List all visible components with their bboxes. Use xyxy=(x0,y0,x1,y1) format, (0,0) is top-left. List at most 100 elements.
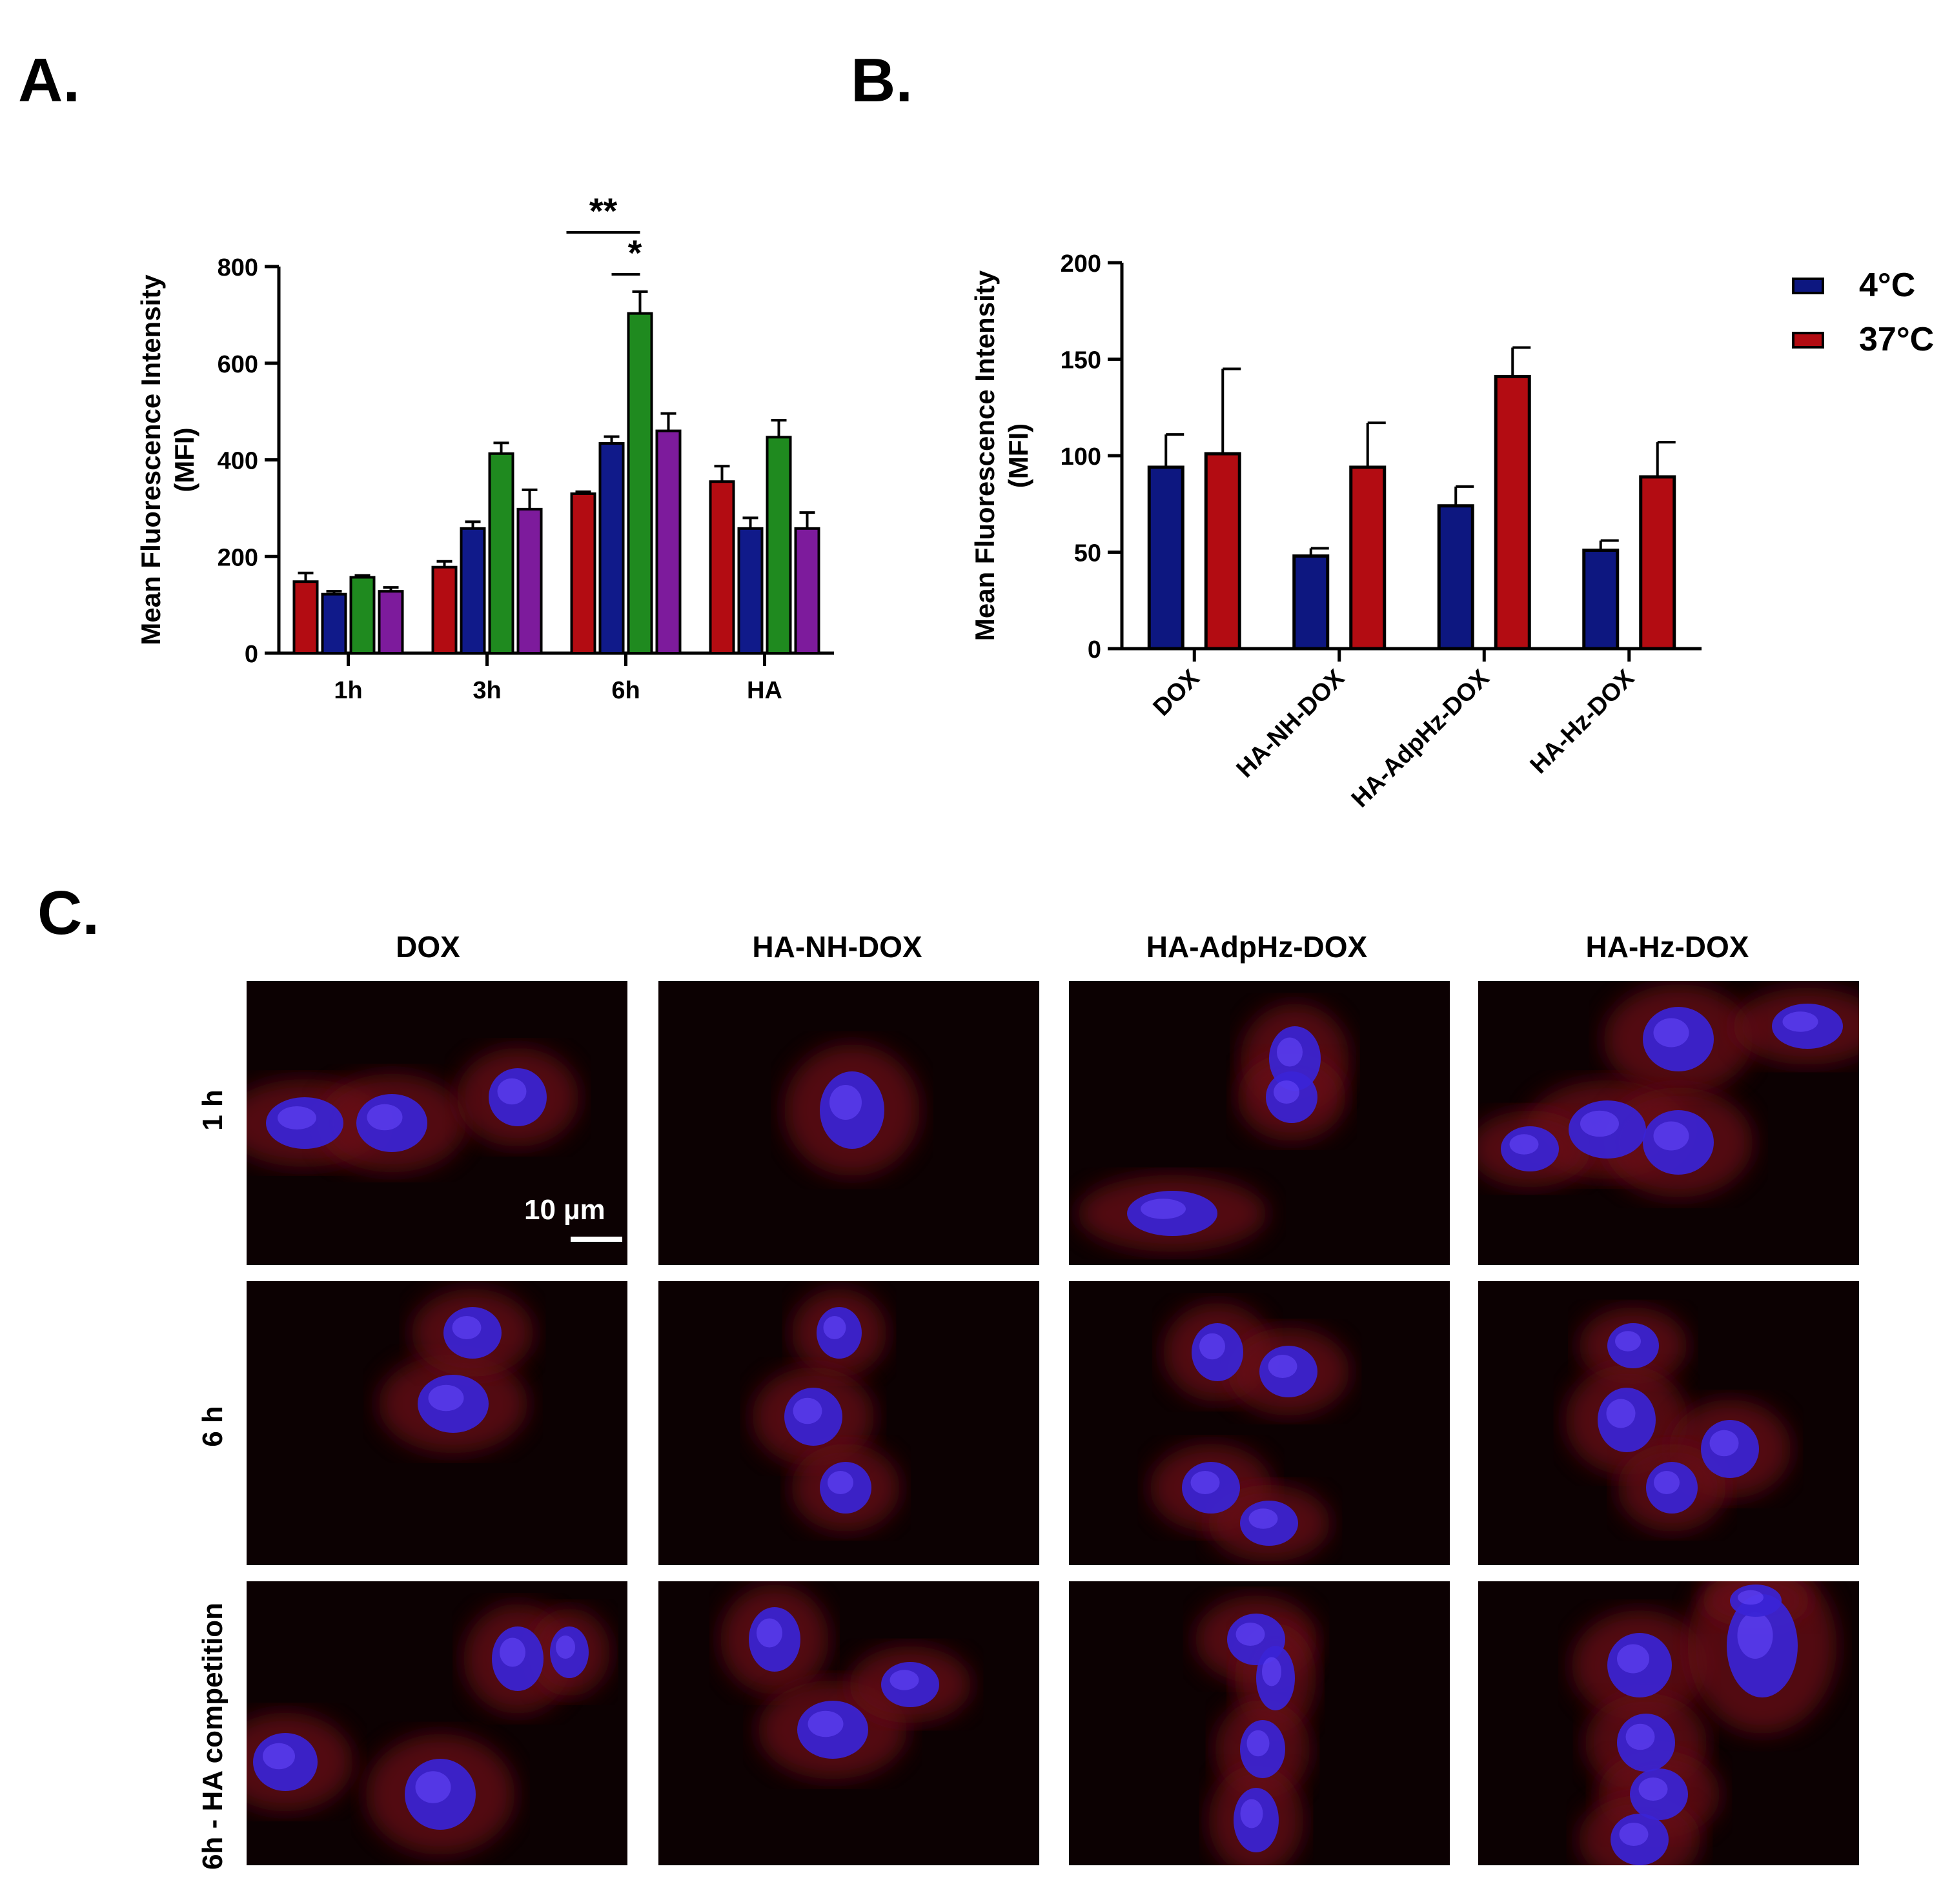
nucleus-highlight xyxy=(367,1104,403,1131)
nucleus-highlight xyxy=(1199,1333,1225,1360)
legend-swatch-37c xyxy=(1792,332,1824,349)
x-tick-label: HA-AdpHz-DOX xyxy=(1347,664,1495,813)
column-title-dox: DOX xyxy=(396,930,460,964)
nucleus-highlight xyxy=(808,1710,844,1737)
bar xyxy=(598,442,625,654)
y-axis-label: Mean Fluorescence Intensity xyxy=(136,274,166,645)
y-axis-label-unit: (MFI) xyxy=(169,427,199,492)
nucleus-highlight xyxy=(1580,1110,1619,1137)
nucleus-highlight xyxy=(757,1618,782,1648)
bar xyxy=(737,527,764,655)
bar xyxy=(655,429,682,654)
row-label-6h: 6 h xyxy=(197,1406,229,1447)
bar xyxy=(1494,374,1531,651)
nucleus-highlight xyxy=(1268,1355,1297,1378)
x-tick-label: 6h xyxy=(611,677,640,704)
x-tick-label: HA-Hz-DOX xyxy=(1525,664,1640,779)
row-label-6h-ha-competition: 6h - HA competition xyxy=(197,1603,229,1870)
nucleus-highlight xyxy=(500,1637,525,1667)
nucleus-highlight xyxy=(428,1384,464,1412)
micrograph-image xyxy=(658,981,1039,1265)
y-tick-label: 100 xyxy=(1061,443,1101,471)
micrograph-image xyxy=(1478,1281,1859,1565)
legend-label-37c: 37°C xyxy=(1859,321,1935,358)
y-axis-label: Mean Fluorescence Intensity xyxy=(970,270,1000,641)
significance-label: * xyxy=(628,232,642,273)
nucleus-highlight xyxy=(497,1078,527,1105)
bar xyxy=(709,480,735,654)
nucleus-highlight xyxy=(1262,1657,1281,1686)
legend-swatch-4c xyxy=(1792,278,1824,294)
bar xyxy=(516,507,543,654)
micrograph-image xyxy=(658,1281,1039,1565)
bar xyxy=(378,590,404,654)
x-tick-label: DOX xyxy=(1148,664,1205,721)
micrograph-cells xyxy=(1077,1004,1349,1252)
nucleus-highlight xyxy=(1619,1823,1649,1846)
nucleus-highlight xyxy=(1653,1018,1689,1048)
nucleus-highlight xyxy=(1654,1471,1680,1494)
nucleus-highlight xyxy=(556,1636,575,1659)
y-tick-label: 400 xyxy=(218,448,258,475)
micrograph-cells xyxy=(720,1585,971,1779)
scale-bar-label: 10 µm xyxy=(524,1194,605,1226)
micrograph-image xyxy=(658,1581,1039,1865)
column-title-ha-nh-dox: HA-NH-DOX xyxy=(752,930,922,964)
y-tick-label: 200 xyxy=(218,544,258,571)
nucleus-highlight xyxy=(1625,1723,1655,1750)
nucleus-highlight xyxy=(793,1397,822,1424)
nucleus-highlight xyxy=(278,1106,316,1129)
nucleus-highlight xyxy=(1248,1508,1278,1529)
nucleus-highlight xyxy=(1617,1644,1649,1674)
y-tick-label: 150 xyxy=(1061,347,1101,374)
nucleus-highlight xyxy=(1606,1399,1636,1428)
y-tick-label: 800 xyxy=(218,254,258,281)
panel-label-a: A. xyxy=(18,46,80,115)
bar xyxy=(570,492,596,654)
micrograph-cells xyxy=(1572,1581,1837,1865)
nucleus-highlight xyxy=(1782,1011,1818,1032)
nucleus-highlight xyxy=(1190,1471,1220,1494)
micrograph-cells xyxy=(752,1289,900,1532)
bar xyxy=(1582,549,1620,651)
micrograph-cells xyxy=(1150,1302,1350,1562)
micrograph-cells xyxy=(247,1048,579,1173)
y-axis-label-unit: (MFI) xyxy=(1003,423,1033,488)
scale-bar xyxy=(571,1237,622,1242)
panel-label-b: B. xyxy=(851,46,913,115)
significance-label: ** xyxy=(589,190,618,231)
nucleus-highlight xyxy=(1738,1590,1764,1605)
y-tick-label: 0 xyxy=(1088,636,1101,663)
row-label-1h: 1 h xyxy=(197,1089,229,1131)
nucleus-highlight xyxy=(452,1316,482,1339)
micrograph-image xyxy=(247,1281,627,1565)
bar xyxy=(431,565,458,654)
x-tick-label: 1h xyxy=(334,677,362,704)
nucleus-highlight xyxy=(1509,1134,1539,1155)
x-tick-label: HA xyxy=(747,677,782,704)
bar xyxy=(460,527,486,655)
bar xyxy=(627,312,653,655)
micrograph-image xyxy=(1478,1581,1859,1865)
nucleus-highlight xyxy=(823,1316,846,1339)
nucleus-highlight xyxy=(1246,1730,1270,1757)
column-title-ha-hz-dox: HA-Hz-DOX xyxy=(1585,930,1749,964)
y-tick-label: 200 xyxy=(1061,250,1101,278)
micrograph-cells xyxy=(1478,984,1859,1197)
bar xyxy=(1292,554,1330,651)
micrograph-cells xyxy=(784,1044,920,1176)
nucleus-highlight xyxy=(1141,1199,1186,1219)
bar xyxy=(1437,504,1474,651)
panel-label-c: C. xyxy=(37,878,99,947)
micrograph-image xyxy=(1478,981,1859,1265)
micrograph-image xyxy=(1069,1281,1450,1565)
bar xyxy=(1349,465,1387,651)
x-tick-label: 3h xyxy=(473,677,501,704)
nucleus-highlight xyxy=(829,1085,862,1120)
bar xyxy=(1147,465,1184,651)
nucleus-highlight xyxy=(890,1670,919,1690)
nucleus-highlight xyxy=(415,1771,451,1803)
nucleus-highlight xyxy=(1653,1121,1689,1151)
nucleus-highlight xyxy=(263,1743,295,1770)
nucleus-highlight xyxy=(1240,1799,1263,1828)
